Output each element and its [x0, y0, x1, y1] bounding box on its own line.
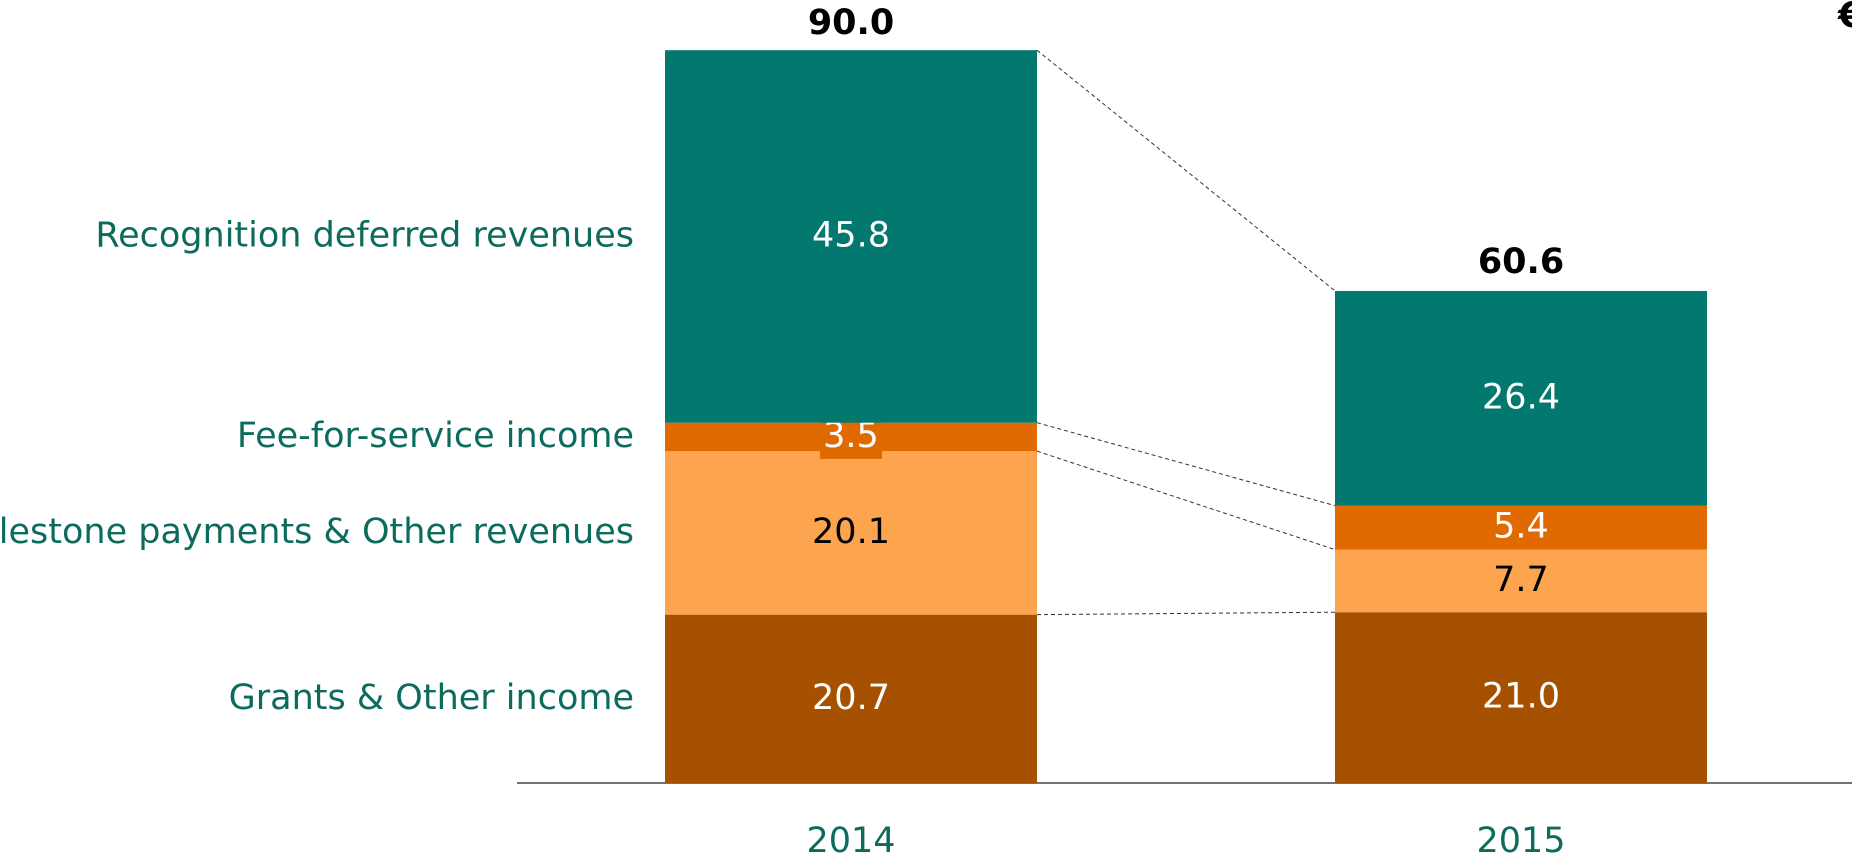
- legend-label: Fee-for-service income: [237, 416, 634, 456]
- total-label: 60.6: [1478, 242, 1564, 282]
- data-label: 20.1: [812, 512, 890, 552]
- data-label: 45.8: [812, 215, 890, 255]
- x-tick-label: 2015: [1476, 821, 1565, 860]
- legend-label: Recognition deferred revenues: [95, 215, 634, 255]
- total-label: 90.0: [808, 3, 894, 43]
- connector: [1036, 450, 1336, 551]
- data-label: 21.0: [1482, 677, 1560, 717]
- connector: [1036, 422, 1336, 507]
- bar-segment: [665, 451, 1037, 615]
- data-label: 20.7: [812, 678, 890, 718]
- bar-segment: [1335, 549, 1707, 613]
- bar-segment: [665, 614, 1037, 783]
- data-label: 26.4: [1482, 377, 1560, 417]
- unit-label: €: [1837, 0, 1852, 36]
- legend-label: Grants & Other income: [229, 678, 634, 718]
- bar-segment: [665, 50, 1037, 423]
- x-tick-label: 2014: [806, 821, 895, 860]
- bar-segment: [1335, 612, 1707, 783]
- data-label: 5.4: [1493, 507, 1549, 547]
- connector: [1036, 611, 1336, 616]
- connector: [1036, 49, 1336, 292]
- data-label: 7.7: [1493, 560, 1549, 600]
- bar-segment: [1335, 290, 1707, 506]
- legend-label: Milestone payments & Other revenues: [0, 512, 634, 552]
- bar-segment: [1335, 505, 1707, 550]
